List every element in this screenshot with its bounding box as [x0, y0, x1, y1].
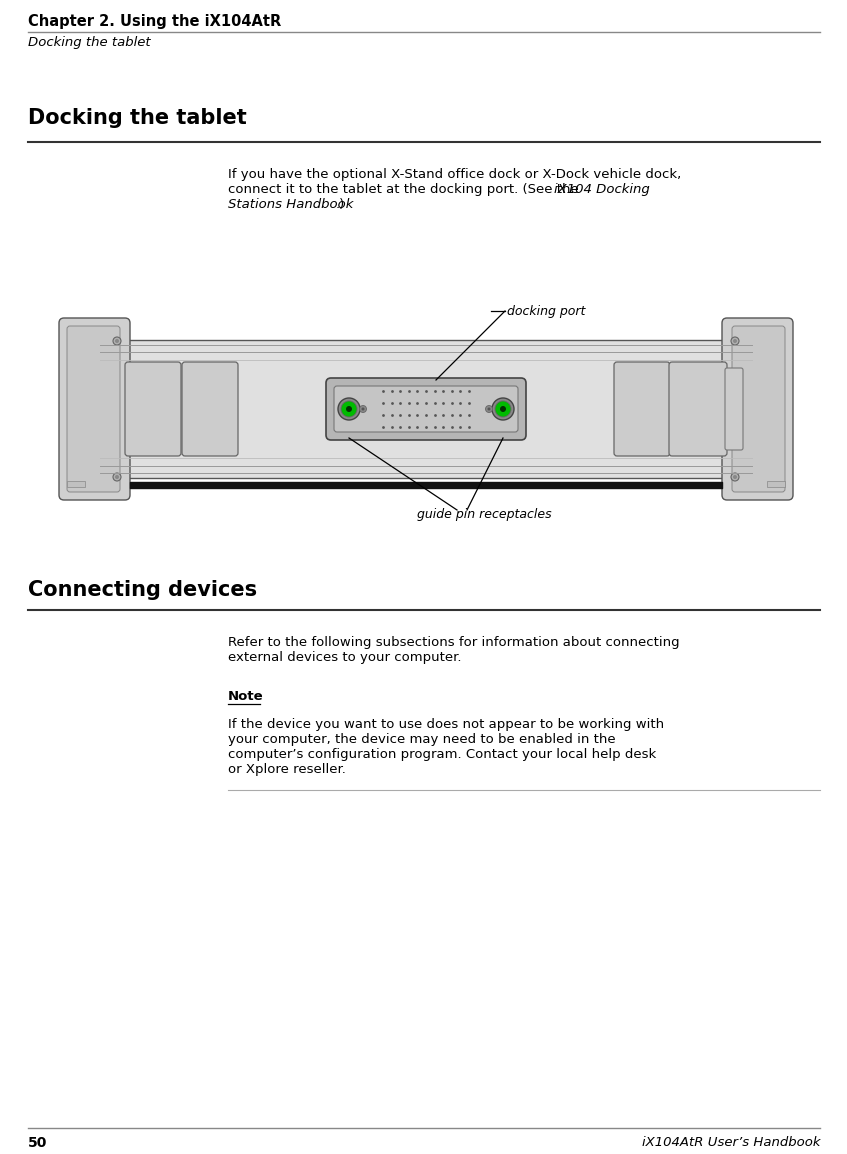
Text: guide pin receptacles: guide pin receptacles: [417, 508, 551, 520]
Circle shape: [495, 400, 511, 417]
Text: If the device you want to use does not appear to be working with: If the device you want to use does not a…: [228, 718, 664, 730]
FancyBboxPatch shape: [334, 385, 518, 432]
FancyBboxPatch shape: [767, 481, 785, 487]
Circle shape: [338, 398, 360, 420]
FancyBboxPatch shape: [326, 379, 526, 440]
FancyBboxPatch shape: [100, 340, 752, 478]
FancyBboxPatch shape: [67, 481, 85, 487]
Text: Connecting devices: Connecting devices: [28, 580, 257, 600]
Circle shape: [485, 405, 492, 412]
Circle shape: [733, 475, 737, 479]
Text: connect it to the tablet at the docking port. (See the: connect it to the tablet at the docking …: [228, 183, 583, 196]
FancyBboxPatch shape: [725, 368, 743, 450]
Circle shape: [488, 407, 490, 411]
Text: docking port: docking port: [507, 305, 585, 319]
Text: your computer, the device may need to be enabled in the: your computer, the device may need to be…: [228, 733, 616, 745]
Text: iX104 Docking: iX104 Docking: [554, 183, 650, 196]
Circle shape: [492, 398, 514, 420]
Text: If you have the optional X-Stand office dock or X-Dock vehicle dock,: If you have the optional X-Stand office …: [228, 168, 681, 181]
FancyBboxPatch shape: [669, 362, 727, 456]
Text: Stations Handbook: Stations Handbook: [228, 198, 353, 211]
FancyBboxPatch shape: [125, 362, 181, 456]
Circle shape: [115, 475, 119, 479]
FancyBboxPatch shape: [67, 325, 120, 492]
Circle shape: [731, 473, 739, 481]
Text: Refer to the following subsections for information about connecting: Refer to the following subsections for i…: [228, 636, 679, 649]
Text: Docking the tablet: Docking the tablet: [28, 108, 246, 128]
Text: computer’s configuration program. Contact your local help desk: computer’s configuration program. Contac…: [228, 748, 656, 760]
Circle shape: [500, 406, 506, 412]
Text: external devices to your computer.: external devices to your computer.: [228, 651, 462, 664]
FancyBboxPatch shape: [722, 319, 793, 500]
Text: Docking the tablet: Docking the tablet: [28, 36, 151, 48]
Circle shape: [113, 337, 121, 345]
Text: 50: 50: [28, 1136, 47, 1151]
Circle shape: [346, 406, 352, 412]
FancyBboxPatch shape: [59, 319, 130, 500]
Circle shape: [115, 339, 119, 343]
Text: Note: Note: [228, 690, 263, 703]
Circle shape: [113, 473, 121, 481]
Text: .): .): [336, 198, 346, 211]
Text: iX104AtR User’s Handbook: iX104AtR User’s Handbook: [641, 1136, 820, 1149]
Circle shape: [341, 400, 357, 417]
Text: or Xplore reseller.: or Xplore reseller.: [228, 763, 346, 775]
Circle shape: [731, 337, 739, 345]
Circle shape: [362, 407, 364, 411]
Text: Chapter 2. Using the iX104AtR: Chapter 2. Using the iX104AtR: [28, 14, 281, 29]
FancyBboxPatch shape: [182, 362, 238, 456]
FancyBboxPatch shape: [732, 325, 785, 492]
FancyBboxPatch shape: [614, 362, 670, 456]
Circle shape: [733, 339, 737, 343]
Circle shape: [359, 405, 367, 412]
